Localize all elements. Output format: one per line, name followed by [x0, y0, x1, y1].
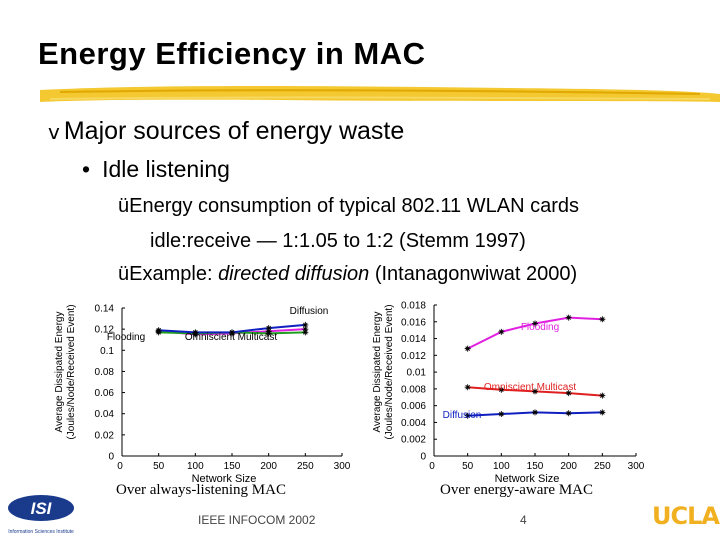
x-tick-label: 150	[527, 461, 544, 472]
isi-logo-icon: ISI	[8, 495, 74, 521]
footer-page-number: 4	[520, 513, 527, 527]
data-point-marker	[532, 320, 538, 327]
bullet-idle-listening: • Idle listening	[82, 156, 230, 183]
x-tick-label: 0	[429, 461, 435, 472]
x-tick-label: 100	[493, 461, 510, 472]
sub-bullet-idle-receive: idle:receive — 1:1.05 to 1:2 (Stemm 1997…	[150, 230, 526, 252]
y-tick-label: 0.14	[95, 304, 115, 315]
y-axis-label: Average Dissipated Energy(Joules/Node/Re…	[372, 304, 395, 439]
y-tick-label: 0.1	[100, 346, 114, 357]
isi-logo-subtitle: Information Sciences Institute	[8, 529, 74, 535]
data-point-marker	[302, 326, 309, 333]
data-point-marker	[599, 392, 606, 399]
data-point-marker	[498, 328, 505, 335]
data-point-marker	[229, 329, 235, 336]
data-point-marker	[302, 329, 309, 336]
footer-conference: IEEE INFOCOM 2002	[198, 513, 316, 527]
x-tick-label: 50	[462, 461, 474, 472]
citation-text: (Intanagonwiwat 2000)	[369, 263, 578, 285]
data-point-marker	[498, 386, 505, 393]
y-tick-label: 0.012	[401, 351, 426, 362]
x-tick-label: 200	[260, 461, 277, 472]
data-point-marker	[464, 384, 471, 391]
y-tick-label: 0.06	[95, 388, 115, 399]
x-axis-label: Network Size	[495, 473, 560, 485]
y-axis-label: Average Dissipated Energy(Joules/Node/Re…	[54, 304, 77, 439]
sub-bullet-example: üExample: directed diffusion (Intanagonw…	[118, 263, 577, 286]
directed-diffusion-text: directed diffusion	[218, 263, 370, 285]
sub-bullet-text: Example:	[129, 263, 219, 285]
data-point-marker	[565, 390, 572, 397]
data-point-marker	[155, 327, 162, 334]
series-annotation: Flooding	[107, 332, 145, 343]
data-point-marker	[498, 411, 505, 418]
series-annotation: Omniscient Multicast	[185, 332, 277, 343]
y-tick-label: 0.01	[407, 368, 427, 379]
x-tick-label: 300	[628, 461, 645, 472]
caption-always-listening: Over always-listening MAC	[116, 482, 286, 498]
y-tick-label: 0.014	[401, 334, 426, 345]
x-tick-label: 250	[297, 461, 314, 472]
chart-always-listening: 0 0.02 0.04 0.06 0.08 0.1 0.12 0.14 0 50 100 150 200…	[54, 304, 351, 486]
data-point-marker	[565, 314, 572, 321]
bullet-text: Idle listening	[102, 156, 230, 182]
y-tick-label: 0.018	[401, 301, 426, 312]
sub-bullet-text: Energy consumption of typical 802.11 WLA…	[129, 195, 579, 217]
x-tick-label: 300	[334, 461, 351, 472]
series-annotation: Diffusion	[290, 306, 329, 317]
y-tick-label: 0.02	[95, 430, 115, 441]
x-tick-label: 250	[594, 461, 611, 472]
title-underline-brush	[40, 86, 720, 102]
x-axis-label: Network Size	[192, 473, 257, 485]
data-point-marker	[265, 330, 272, 337]
isi-logo: ISI Information Sciences Institute	[6, 492, 76, 536]
x-tick-label: 0	[117, 461, 123, 472]
data-point-marker	[464, 412, 471, 419]
chart-energy-aware: 0 0.002 0.004 0.006 0.008 0.01 0.012 0.014 0.016…	[372, 301, 645, 486]
dot-bullet-icon: •	[82, 156, 91, 182]
y-tick-label: 0.12	[95, 325, 115, 336]
slide-title: Energy Efficiency in MAC	[38, 36, 426, 71]
caption-energy-aware: Over energy-aware MAC	[440, 482, 593, 498]
x-tick-label: 200	[560, 461, 577, 472]
data-point-marker	[599, 316, 606, 323]
diamond-bullet-icon: v	[48, 120, 60, 144]
data-point-marker	[192, 329, 199, 336]
data-point-marker	[532, 388, 538, 395]
y-tick-label: 0.006	[401, 401, 426, 412]
y-tick-label: 0.016	[401, 317, 426, 328]
data-point-marker	[464, 345, 471, 352]
y-tick-label: 0	[420, 452, 426, 463]
y-tick-label: 0	[108, 452, 114, 463]
series-annotation: Omniscient Multicast	[484, 382, 576, 393]
ucla-logo: UCLA	[652, 502, 720, 530]
y-tick-label: 0.04	[95, 409, 115, 420]
bullet-major-sources: v Major sources of energy waste	[48, 117, 404, 146]
data-point-marker	[532, 409, 538, 416]
sub-bullet-energy-consumption: üEnergy consumption of typical 802.11 WL…	[118, 195, 579, 218]
y-tick-label: 0.002	[401, 435, 426, 446]
y-tick-label: 0.004	[401, 418, 426, 429]
y-tick-label: 0.08	[95, 367, 115, 378]
data-point-marker	[565, 410, 572, 417]
bullet-text: Major sources of energy waste	[63, 117, 405, 145]
series-annotation: Diffusion	[443, 410, 482, 421]
series-annotation: Flooding	[521, 322, 559, 333]
isi-logo-text: ISI	[31, 499, 53, 518]
x-tick-label: 100	[187, 461, 204, 472]
data-point-marker	[302, 321, 309, 328]
y-tick-label: 0.008	[401, 384, 426, 395]
check-bullet-icon: ü	[118, 263, 130, 285]
x-tick-label: 150	[224, 461, 241, 472]
x-tick-label: 50	[153, 461, 165, 472]
check-bullet-icon: ü	[118, 195, 130, 217]
data-point-marker	[599, 409, 606, 416]
data-point-marker	[265, 325, 272, 332]
